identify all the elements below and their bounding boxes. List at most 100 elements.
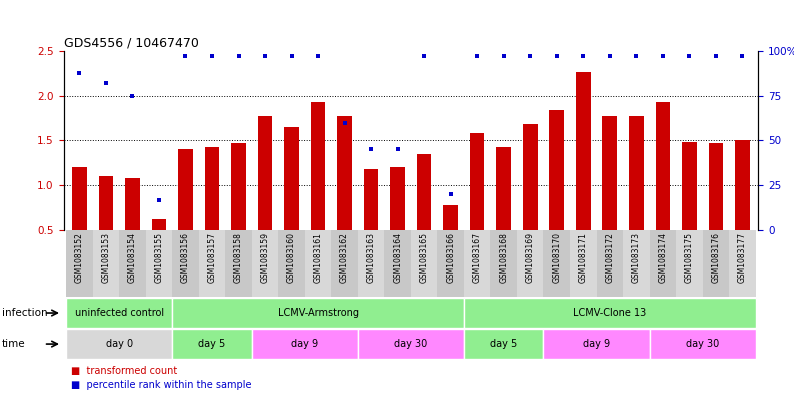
Text: uninfected control: uninfected control <box>75 308 164 318</box>
Text: GSM1083172: GSM1083172 <box>605 232 615 283</box>
Point <box>391 146 404 152</box>
Bar <box>417 154 431 230</box>
Bar <box>570 230 596 297</box>
Text: GSM1083174: GSM1083174 <box>658 232 667 283</box>
Text: GSM1083158: GSM1083158 <box>234 232 243 283</box>
Text: day 9: day 9 <box>291 339 318 349</box>
Bar <box>172 230 198 297</box>
Text: day 9: day 9 <box>583 339 610 349</box>
Point <box>179 53 192 60</box>
Bar <box>549 110 564 230</box>
Point <box>99 80 112 86</box>
Bar <box>735 140 750 230</box>
Bar <box>310 102 326 230</box>
Bar <box>470 133 484 230</box>
Point <box>232 53 245 60</box>
Bar <box>305 230 331 297</box>
Bar <box>656 102 670 230</box>
Bar <box>384 230 410 297</box>
Point <box>550 53 563 60</box>
Text: LCMV-Clone 13: LCMV-Clone 13 <box>573 308 646 318</box>
Text: ■  percentile rank within the sample: ■ percentile rank within the sample <box>71 380 252 390</box>
Point <box>710 53 723 60</box>
Text: GSM1083153: GSM1083153 <box>102 232 110 283</box>
Text: day 30: day 30 <box>686 339 719 349</box>
Bar <box>225 230 252 297</box>
Text: GSM1083154: GSM1083154 <box>128 232 137 283</box>
Text: GSM1083171: GSM1083171 <box>579 232 588 283</box>
Bar <box>172 298 464 328</box>
Text: day 5: day 5 <box>490 339 518 349</box>
Bar <box>258 116 272 230</box>
Bar <box>649 329 756 359</box>
Point <box>497 53 510 60</box>
Bar <box>411 230 437 297</box>
Text: GSM1083173: GSM1083173 <box>632 232 641 283</box>
Text: GSM1083155: GSM1083155 <box>155 232 164 283</box>
Bar <box>358 230 384 297</box>
Text: GSM1083161: GSM1083161 <box>314 232 322 283</box>
Bar <box>517 230 543 297</box>
Bar <box>364 169 379 230</box>
Bar <box>119 230 146 297</box>
Bar <box>603 116 617 230</box>
Bar <box>66 230 93 297</box>
Bar <box>649 230 676 297</box>
Bar <box>496 147 511 230</box>
Text: day 30: day 30 <box>395 339 427 349</box>
Bar <box>464 329 543 359</box>
Text: GSM1083162: GSM1083162 <box>340 232 349 283</box>
Text: GSM1083152: GSM1083152 <box>75 232 84 283</box>
Bar <box>391 167 405 230</box>
Text: GSM1083159: GSM1083159 <box>260 232 269 283</box>
Bar <box>152 219 166 230</box>
Bar <box>543 329 649 359</box>
Text: day 5: day 5 <box>198 339 225 349</box>
Point <box>152 196 165 203</box>
Bar <box>231 143 246 230</box>
Bar <box>491 230 517 297</box>
Point <box>736 53 749 60</box>
Text: GSM1083156: GSM1083156 <box>181 232 190 283</box>
Point <box>603 53 616 60</box>
Point <box>445 191 457 197</box>
Text: infection: infection <box>2 308 47 318</box>
Text: day 0: day 0 <box>106 339 133 349</box>
Bar <box>172 329 252 359</box>
Bar <box>623 230 649 297</box>
Point <box>206 53 218 60</box>
Bar <box>198 230 225 297</box>
Point <box>364 146 377 152</box>
Text: GSM1083164: GSM1083164 <box>393 232 402 283</box>
Bar <box>682 142 696 230</box>
Bar <box>284 127 299 230</box>
Point <box>471 53 484 60</box>
Text: GSM1083170: GSM1083170 <box>553 232 561 283</box>
Bar <box>146 230 172 297</box>
Bar <box>729 230 756 297</box>
Point <box>683 53 696 60</box>
Text: ■  transformed count: ■ transformed count <box>71 366 178 376</box>
Bar <box>576 72 591 230</box>
Bar <box>358 329 464 359</box>
Point <box>312 53 325 60</box>
Bar <box>252 230 279 297</box>
Point <box>73 70 86 76</box>
Text: GSM1083176: GSM1083176 <box>711 232 720 283</box>
Text: GSM1083165: GSM1083165 <box>420 232 429 283</box>
Bar <box>66 329 172 359</box>
Point <box>285 53 298 60</box>
Point <box>418 53 430 60</box>
Point <box>126 93 139 99</box>
Text: GSM1083175: GSM1083175 <box>685 232 694 283</box>
Bar <box>543 230 570 297</box>
Point <box>630 53 642 60</box>
Bar <box>337 116 352 230</box>
Bar <box>523 125 538 230</box>
Point <box>338 119 351 126</box>
Bar <box>443 205 458 230</box>
Bar <box>66 298 172 328</box>
Text: GSM1083157: GSM1083157 <box>207 232 217 283</box>
Bar <box>676 230 703 297</box>
Bar <box>596 230 623 297</box>
